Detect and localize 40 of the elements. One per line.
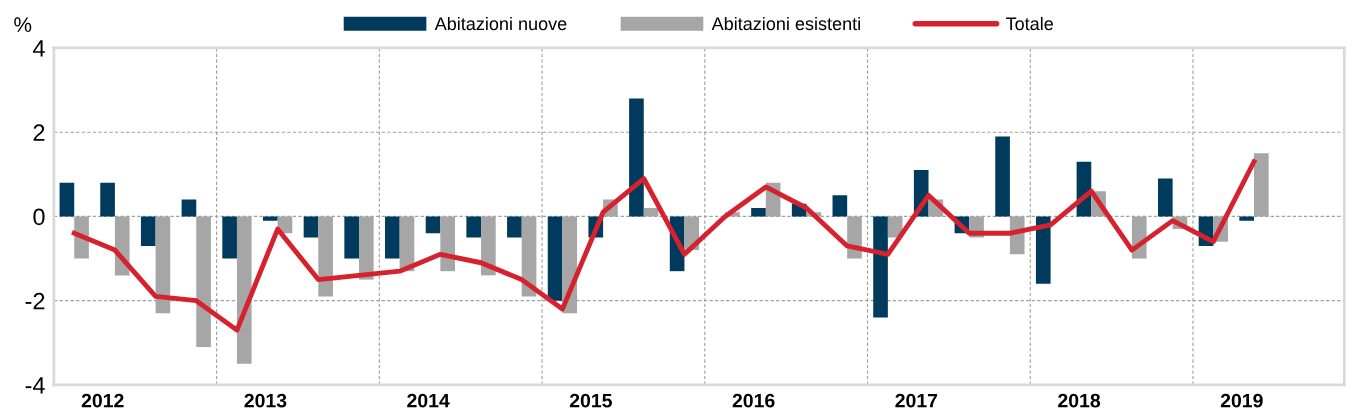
bar bbox=[100, 182, 115, 217]
bar bbox=[425, 216, 441, 234]
bar bbox=[262, 216, 278, 221]
bar bbox=[59, 182, 75, 217]
y-tick-label: 2 bbox=[33, 124, 45, 141]
x-tick-label: 2012 bbox=[81, 393, 124, 408]
bar bbox=[751, 208, 766, 217]
legend-label: Abitazioni esistenti bbox=[711, 16, 860, 31]
bar bbox=[466, 216, 482, 238]
x-tick-label: 2014 bbox=[407, 393, 450, 408]
legend-label: Totale bbox=[1006, 16, 1053, 31]
bar bbox=[1035, 216, 1051, 284]
y-tick-label: -2 bbox=[25, 292, 45, 310]
bar bbox=[1157, 178, 1173, 217]
x-tick-label: 2018 bbox=[1058, 393, 1101, 408]
bar bbox=[629, 98, 644, 217]
bar bbox=[547, 216, 563, 301]
y-tick-label: -4 bbox=[25, 377, 45, 394]
bar bbox=[832, 195, 848, 217]
bar bbox=[344, 216, 359, 259]
bar bbox=[507, 216, 522, 238]
bar bbox=[481, 216, 496, 276]
line-series bbox=[71, 159, 1257, 333]
y-axis-title: % bbox=[14, 17, 32, 32]
x-tick-label: 2013 bbox=[244, 393, 287, 408]
y-tick-label: 4 bbox=[32, 40, 45, 57]
bar bbox=[1239, 216, 1254, 221]
bar bbox=[385, 216, 400, 259]
bar bbox=[181, 199, 197, 217]
legend-label: Abitazioni nuove bbox=[434, 16, 567, 31]
bar bbox=[995, 136, 1010, 217]
x-tick-label: 2017 bbox=[895, 393, 938, 408]
bar bbox=[873, 216, 888, 318]
x-tick-label: 2016 bbox=[732, 393, 775, 408]
x-tick-label: 2015 bbox=[569, 393, 612, 408]
bar bbox=[140, 216, 156, 246]
y-tick-label: 0 bbox=[33, 208, 45, 226]
bar bbox=[222, 216, 237, 259]
x-tick-label: 2019 bbox=[1220, 393, 1263, 408]
bar bbox=[303, 216, 319, 238]
